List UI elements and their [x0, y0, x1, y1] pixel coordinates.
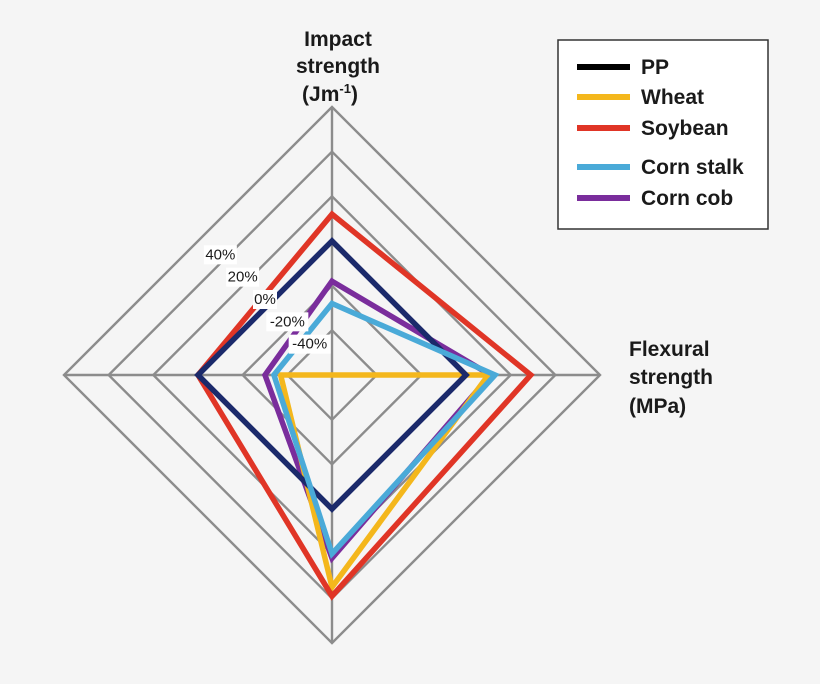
- axis-unit-superscript: -1: [339, 81, 351, 96]
- series-soybean: [194, 210, 535, 601]
- axis-title-flexural-line1: Flexural: [629, 338, 710, 361]
- axis-title-flexural-line3: (MPa): [629, 395, 686, 418]
- legend-label-corn-cob: Corn cob: [641, 187, 733, 210]
- legend: PP Wheat Soybean Corn stalk Corn cob: [557, 39, 769, 230]
- legend-label-pp: PP: [641, 56, 669, 79]
- tick-label-text: 20%: [228, 269, 258, 286]
- tick-label: -20%: [266, 312, 309, 332]
- axis-unit-base: (Jm: [302, 83, 339, 106]
- tick-label-text: 0%: [254, 291, 276, 308]
- axis-title-flexural: Flexural strength (MPa): [629, 338, 713, 418]
- axis-title-impact: Impact strength (Jm-1): [296, 28, 380, 106]
- tick-label-text: -20%: [270, 313, 305, 330]
- legend-label-soybean: Soybean: [641, 117, 729, 140]
- tick-label: -40%: [288, 334, 331, 354]
- series-pp: [194, 237, 470, 513]
- legend-label-corn-stalk: Corn stalk: [641, 156, 744, 179]
- tick-label-text: -40%: [292, 336, 327, 353]
- tick-labels: 40% 20% 0% -20% -40%: [203, 245, 331, 354]
- axis-title-flexural-line2: strength: [629, 366, 713, 389]
- axis-title-impact-line2: strength: [296, 55, 380, 78]
- axis-title-impact-line3: (Jm-1): [302, 81, 358, 106]
- tick-label-text: 40%: [205, 246, 235, 263]
- tick-label: 0%: [253, 290, 277, 309]
- tick-label: 40%: [203, 245, 237, 265]
- series-wheat: [277, 372, 494, 594]
- tick-label: 20%: [226, 267, 260, 287]
- axis-title-impact-line1: Impact: [304, 28, 372, 51]
- axis-unit-close: ): [351, 83, 358, 106]
- legend-label-wheat: Wheat: [641, 86, 704, 109]
